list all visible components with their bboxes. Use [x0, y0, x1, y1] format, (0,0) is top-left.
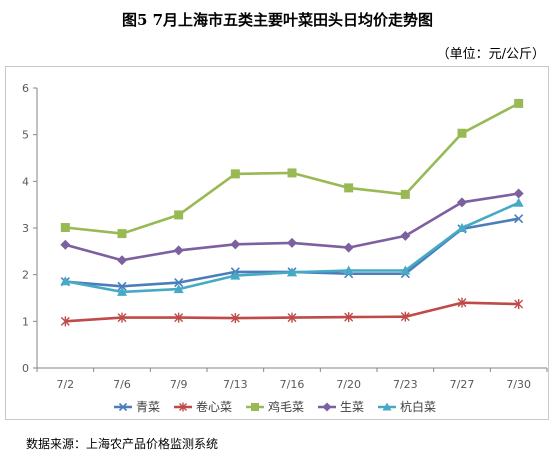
- data-point: [343, 242, 354, 253]
- x-tick-label: 7/27: [450, 378, 475, 391]
- legend-label: 杭白菜: [400, 399, 436, 414]
- y-tick-label: 6: [22, 82, 29, 95]
- data-point: [514, 98, 524, 108]
- x-tick-label: 7/23: [393, 378, 418, 391]
- series-line-4: [64, 192, 519, 262]
- y-tick-label: 0: [22, 362, 29, 375]
- data-point: [457, 297, 467, 308]
- data-point: [287, 267, 297, 277]
- x-tick-label: 7/20: [336, 378, 361, 391]
- data-point: [343, 265, 354, 275]
- legend-marker: [118, 402, 128, 412]
- data-point: [513, 197, 524, 207]
- data-point: [457, 197, 467, 208]
- y-tick-label: 4: [22, 175, 29, 188]
- data-point: [457, 128, 467, 138]
- chart-title: 图5 7月上海市五类主要叶菜田头日均价走势图: [121, 11, 434, 29]
- data-point: [117, 286, 127, 296]
- line-chart: 0 1 2 3 4 5 6 7/2 7/6 7/9 7/13 7/16 7/20 7/23 7/27 7/30…: [22, 82, 548, 414]
- data-point: [117, 281, 127, 291]
- x-tick-label: 7/16: [280, 378, 305, 391]
- chart-frame: 0 1 2 3 4 5 6 7/2 7/6 7/9 7/13 7/16 7/20 7/23 7/27 7/30…: [5, 66, 549, 420]
- data-point: [400, 189, 410, 199]
- data-point: [174, 312, 184, 323]
- legend-label: 鸡毛菜: [268, 399, 304, 414]
- data-point: [60, 316, 70, 327]
- y-tick-label: 3: [22, 222, 29, 235]
- data-point: [513, 188, 524, 199]
- data-point: [514, 214, 524, 224]
- data-point: [344, 183, 354, 193]
- legend-label: 青菜: [136, 400, 160, 414]
- data-point: [230, 270, 241, 280]
- data-point: [400, 230, 411, 241]
- data-point: [60, 276, 71, 286]
- data-point: [117, 255, 127, 266]
- legend-label: 卷心菜: [196, 399, 232, 414]
- x-tick-label: 7/9: [170, 378, 188, 391]
- data-point: [60, 223, 70, 233]
- data-point: [174, 210, 184, 220]
- data-point: [287, 168, 297, 178]
- y-tick-label: 1: [22, 315, 29, 328]
- data-point: [514, 299, 524, 310]
- data-point: [230, 313, 240, 324]
- data-point: [230, 239, 241, 250]
- data-point: [60, 239, 71, 250]
- data-point: [174, 278, 184, 288]
- data-point: [344, 312, 354, 323]
- y-tick-label: 2: [22, 269, 29, 282]
- data-point: [457, 223, 467, 232]
- x-tick-label: 7/30: [506, 378, 531, 391]
- legend-marker: [322, 402, 332, 412]
- data-point: [230, 169, 240, 179]
- data-point: [173, 284, 184, 294]
- data-point: [287, 237, 297, 248]
- data-point: [117, 312, 127, 323]
- x-tick-label: 7/13: [223, 378, 248, 391]
- x-tick-label: 7/2: [56, 378, 74, 391]
- unit-label: （单位：元/公斤）: [436, 47, 545, 62]
- data-point: [173, 245, 184, 256]
- legend-marker: [179, 402, 187, 412]
- data-point: [117, 229, 127, 239]
- legend-marker: [251, 403, 259, 411]
- legend-marker: [382, 402, 392, 411]
- data-source-note: 数据来源：上海农产品价格监测系统: [26, 437, 219, 451]
- x-tick-label: 7/6: [113, 378, 131, 391]
- legend-label: 生菜: [340, 400, 364, 414]
- data-point: [400, 311, 410, 322]
- y-tick-label: 5: [22, 129, 29, 142]
- data-point: [400, 265, 411, 275]
- data-point: [287, 312, 297, 323]
